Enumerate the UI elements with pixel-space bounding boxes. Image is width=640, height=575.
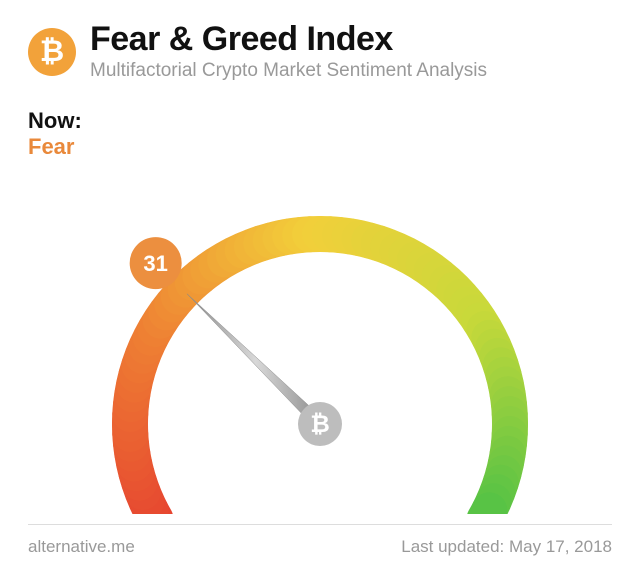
bitcoin-icon: ₿ bbox=[28, 28, 76, 76]
header: ₿ Fear & Greed Index Multifactorial Cryp… bbox=[28, 22, 612, 82]
status-now-label: Now: bbox=[28, 108, 612, 134]
gauge-chart: ₿ 31 bbox=[28, 154, 612, 524]
page-subtitle: Multifactorial Crypto Market Sentiment A… bbox=[90, 60, 487, 82]
footer-updated: Last updated: May 17, 2018 bbox=[401, 537, 612, 557]
svg-text:₿: ₿ bbox=[310, 411, 330, 438]
page-title: Fear & Greed Index bbox=[90, 22, 487, 58]
status-block: Now: Fear bbox=[28, 108, 612, 160]
title-block: Fear & Greed Index Multifactorial Crypto… bbox=[90, 22, 487, 82]
footer: alternative.me Last updated: May 17, 201… bbox=[28, 524, 612, 557]
svg-text:31: 31 bbox=[143, 251, 167, 276]
footer-source: alternative.me bbox=[28, 537, 135, 557]
